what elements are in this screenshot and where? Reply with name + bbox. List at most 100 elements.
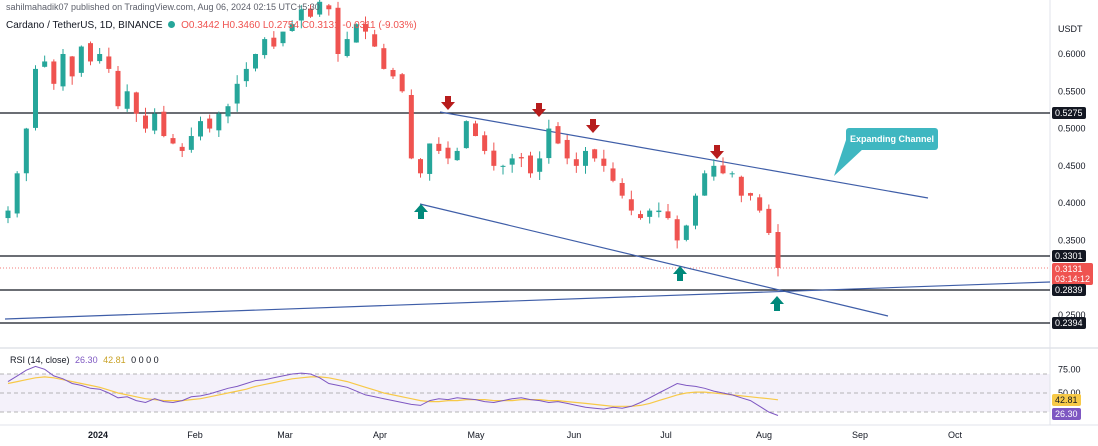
candle-body (738, 176, 744, 196)
candle-body (408, 95, 414, 159)
candle-body (674, 219, 680, 241)
candle-body (610, 168, 616, 181)
arrow-down-icon (710, 145, 724, 159)
expanding-channel-label: Expanding Channel (850, 134, 934, 144)
price-tick-label: 0.4000 (1058, 198, 1086, 208)
candle-body (518, 157, 524, 159)
time-tick-label: Apr (373, 430, 387, 440)
candle-body (179, 146, 185, 151)
price-tick-label: 0.5000 (1058, 124, 1086, 134)
lower-channel-line[interactable] (419, 203, 889, 317)
countdown-value: 03:14:12 (1055, 274, 1091, 284)
expanding-channel-callout (846, 128, 938, 150)
candle-body (326, 5, 332, 10)
candle-body (161, 111, 167, 137)
candle-body (335, 7, 341, 54)
symbol-title[interactable]: Cardano / TetherUS, 1D, BINANCE (6, 20, 163, 31)
candle-body (491, 150, 497, 166)
badge-level-2839: 0.2839 (1052, 284, 1086, 296)
candle-body (509, 158, 515, 165)
long-trend-line[interactable] (4, 281, 1051, 320)
arrow-down-icon (441, 96, 455, 110)
arrow-up-icon (414, 204, 428, 219)
candle-body (23, 128, 29, 174)
rsi-value-2: 42.81 (103, 355, 126, 365)
price-tick-label: 0.5500 (1058, 86, 1086, 96)
candle-body (262, 39, 268, 56)
publisher-line: sahilmahadik07 published on TradingView.… (6, 2, 320, 12)
candle-body (683, 225, 689, 240)
candle-body (748, 193, 753, 196)
candle-body (601, 158, 607, 166)
candle-body (390, 69, 396, 77)
currency-label[interactable]: USDT (1058, 24, 1083, 34)
rsi-tick-label: 75.00 (1058, 364, 1081, 374)
candle-body (399, 74, 405, 92)
candle-body (353, 24, 359, 43)
candle-body (317, 1, 323, 15)
candle-body (711, 165, 717, 177)
candle-body (97, 54, 103, 62)
badge-rsi-value: 26.30 (1052, 408, 1081, 420)
candle-body (344, 39, 350, 57)
candle-body (124, 91, 130, 109)
symbol-line: Cardano / TetherUS, 1D, BINANCE O0.3442 … (6, 20, 417, 31)
time-tick-label: 2024 (88, 430, 108, 440)
time-tick-label: Jul (660, 430, 672, 440)
candle-body (271, 37, 277, 47)
rsi-header: RSI (14, close) 26.30 42.81 0 0 0 0 (10, 355, 159, 365)
ohlc-open: O0.3442 (181, 20, 220, 31)
candle-body (234, 83, 240, 104)
candle-body (628, 199, 634, 211)
candle-body (482, 135, 488, 151)
candle-body (5, 210, 11, 219)
rsi-value-1: 26.30 (75, 355, 98, 365)
candle-body (106, 56, 112, 69)
candle-body (115, 70, 121, 107)
price-tick-label: 0.3500 (1058, 235, 1086, 245)
time-tick-label: Feb (187, 430, 203, 440)
price-tick-label: 0.6000 (1058, 49, 1086, 59)
candle-body (216, 113, 222, 131)
time-tick-label: May (467, 430, 485, 440)
candle-body (592, 149, 598, 159)
candle-body (280, 31, 286, 44)
candle-body (143, 115, 148, 129)
candle-body (253, 54, 258, 69)
rsi-label[interactable]: RSI (14, close) (10, 355, 70, 365)
candle-body (170, 138, 176, 144)
price-tick-label: 0.2500 (1058, 310, 1086, 320)
arrow-up-icon (673, 266, 687, 281)
upper-channel-line[interactable] (439, 111, 929, 199)
candle-body (372, 34, 378, 47)
candle-body (78, 46, 84, 73)
badge-level-5275: 0.5275 (1052, 107, 1086, 119)
candle-body (225, 106, 231, 117)
candle-body (51, 61, 57, 84)
candle-body (88, 43, 93, 62)
candle-body (427, 143, 433, 174)
rsi-tick-label: 50.00 (1058, 388, 1081, 398)
arrow-up-icon (770, 296, 784, 311)
candle-body (188, 136, 194, 150)
candle-body (702, 173, 708, 196)
price-axis: 0.6000 0.5500 0.5000 0.4500 0.4000 0.3500 0.25… (1058, 49, 1086, 398)
time-tick-label: Sep (852, 430, 868, 440)
rsi-zeros: 0 0 0 0 (131, 355, 159, 365)
candle-body (436, 143, 442, 151)
candle-body (583, 150, 588, 166)
candle-body (243, 68, 249, 82)
candle-body (418, 159, 423, 174)
candle-body (720, 165, 726, 174)
candle-body (564, 139, 570, 159)
badge-rsi-ma: 42.81 (1052, 394, 1081, 406)
candle-body (473, 123, 478, 137)
candle-body (198, 121, 203, 137)
ohlc-high: H0.3460 (222, 20, 261, 31)
candle-body (693, 195, 698, 226)
candle-body (555, 126, 561, 144)
candle-body (656, 210, 662, 213)
arrow-down-icon (532, 103, 546, 117)
candle-body (42, 61, 48, 67)
